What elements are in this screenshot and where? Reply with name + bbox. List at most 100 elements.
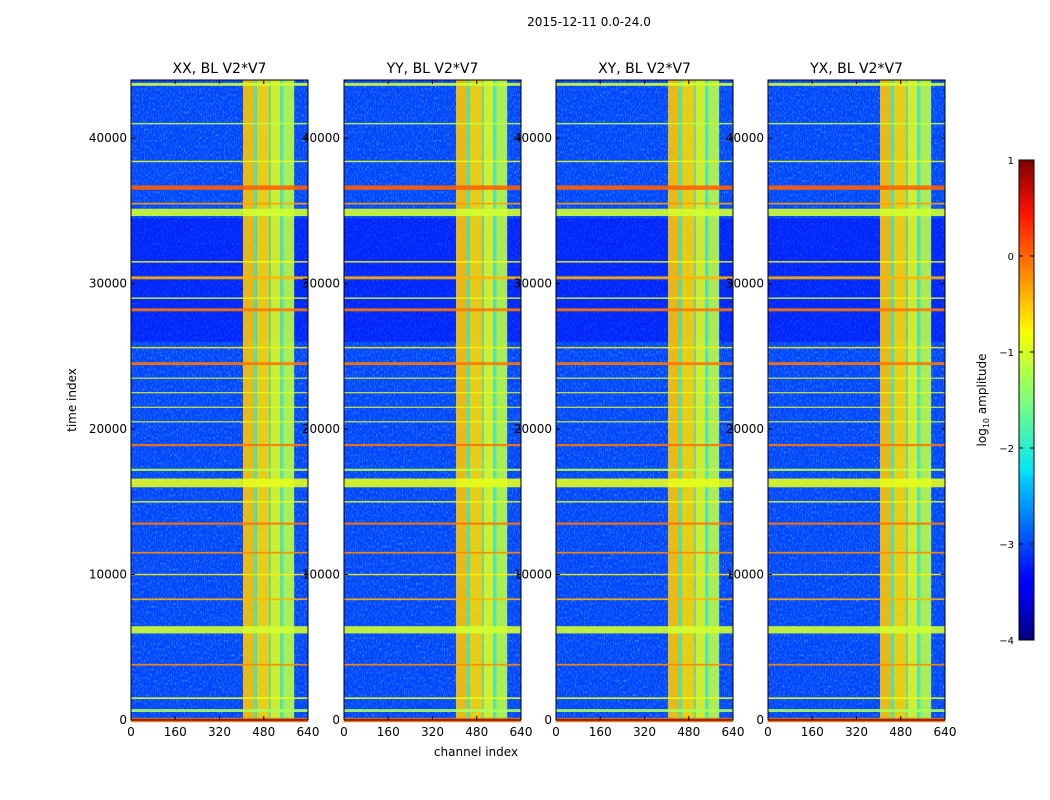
channel-band [679,80,682,720]
rfi-row [131,522,308,525]
channel-band [705,80,709,720]
channel-band [467,80,470,720]
x-tick-label: 640 [722,725,745,739]
rfi-row [768,468,945,471]
rfi-row [768,362,945,366]
y-tick-label: 30000 [302,277,340,291]
y-tick-label: 10000 [89,568,127,582]
channel-band [493,80,497,720]
rfi-row [556,122,733,125]
rfi-row [344,444,521,447]
y-tick-label: 20000 [726,422,764,436]
panels-group: XX, BL V2*V7 0 160 320 480 640 0 10000 20000 3000… [89,61,957,739]
y-tick-label: 10000 [302,568,340,582]
rfi-row [344,421,521,423]
rfi-row [131,626,308,634]
panel-title: XX, BL V2*V7 [173,61,267,77]
y-axis-label: time index [65,368,79,432]
x-tick-label: 160 [589,725,612,739]
rfi-row [131,697,308,700]
rfi-row [344,377,521,379]
rfi-row [344,297,521,299]
y-tick-label: 40000 [726,131,764,145]
rfi-row [556,261,733,263]
rfi-row [556,82,733,86]
rfi-row [768,308,945,312]
rfi-row [768,122,945,125]
rfi-row [768,626,945,634]
rfi-row [131,297,308,299]
x-tick-label: 0 [340,725,348,739]
rfi-row [768,346,945,349]
rfi-row [131,122,308,125]
channel-band [469,80,483,720]
channel-band [270,80,281,720]
rfi-row [131,551,308,554]
channel-band [907,80,918,720]
y-tick-label: 0 [756,713,764,727]
y-tick-label: 40000 [514,131,552,145]
rfi-row [556,663,733,666]
rfi-row [344,663,521,666]
x-tick-label: 160 [801,725,824,739]
rfi-row [556,501,733,503]
rfi-row [344,276,521,280]
rfi-row [131,709,308,712]
y-tick-label: 30000 [89,277,127,291]
rfi-row [344,346,521,349]
channel-band [254,80,257,720]
x-tick-label: 320 [421,725,444,739]
x-tick-label: 0 [552,725,560,739]
rfi-row [768,406,945,408]
rfi-row [344,362,521,366]
rfi-row [344,392,521,394]
rfi-row [768,208,945,216]
x-tick-label: 640 [510,725,533,739]
x-tick-label: 320 [208,725,231,739]
rfi-row [131,346,308,349]
panel-xx: XX, BL V2*V7 0 160 320 480 640 0 10000 20000 3000… [89,61,320,739]
y-tick-label: 20000 [302,422,340,436]
channel-band [880,80,892,720]
x-tick-label: 320 [633,725,656,739]
rfi-row [556,709,733,712]
y-tick-label: 30000 [514,277,552,291]
colorbar-tick-label: 1 [1008,156,1014,167]
rfi-row [768,202,945,205]
channel-band [694,80,696,720]
rfi-row [556,308,733,312]
channel-band [668,80,680,720]
rfi-row [556,522,733,525]
rfi-row [556,697,733,700]
rfi-row [344,478,521,488]
channel-band [893,80,907,720]
rfi-row [556,421,733,423]
colorbar-tick-label: −4 [999,636,1014,647]
rfi-row [131,362,308,366]
rfi-row [556,392,733,394]
rfi-row [131,501,308,503]
rfi-row [556,377,733,379]
rfi-row [556,444,733,447]
channel-band [256,80,270,720]
rfi-row [344,208,521,216]
rfi-row [131,392,308,394]
rfi-row [556,468,733,471]
rfi-row [344,308,521,312]
rfi-row [131,308,308,312]
colorbar-tick-label: −1 [999,348,1014,359]
y-tick-label: 0 [544,713,552,727]
rfi-row [768,697,945,700]
rfi-row [344,501,521,503]
x-tick-label: 480 [677,725,700,739]
rfi-row [768,709,945,712]
rfi-row [344,626,521,634]
rfi-row [344,551,521,554]
rfi-row [768,276,945,280]
rfi-row [131,421,308,423]
rfi-row [131,160,308,163]
colorbar-tick-label: −2 [999,444,1014,455]
rfi-row [556,202,733,205]
channel-band [482,80,484,720]
